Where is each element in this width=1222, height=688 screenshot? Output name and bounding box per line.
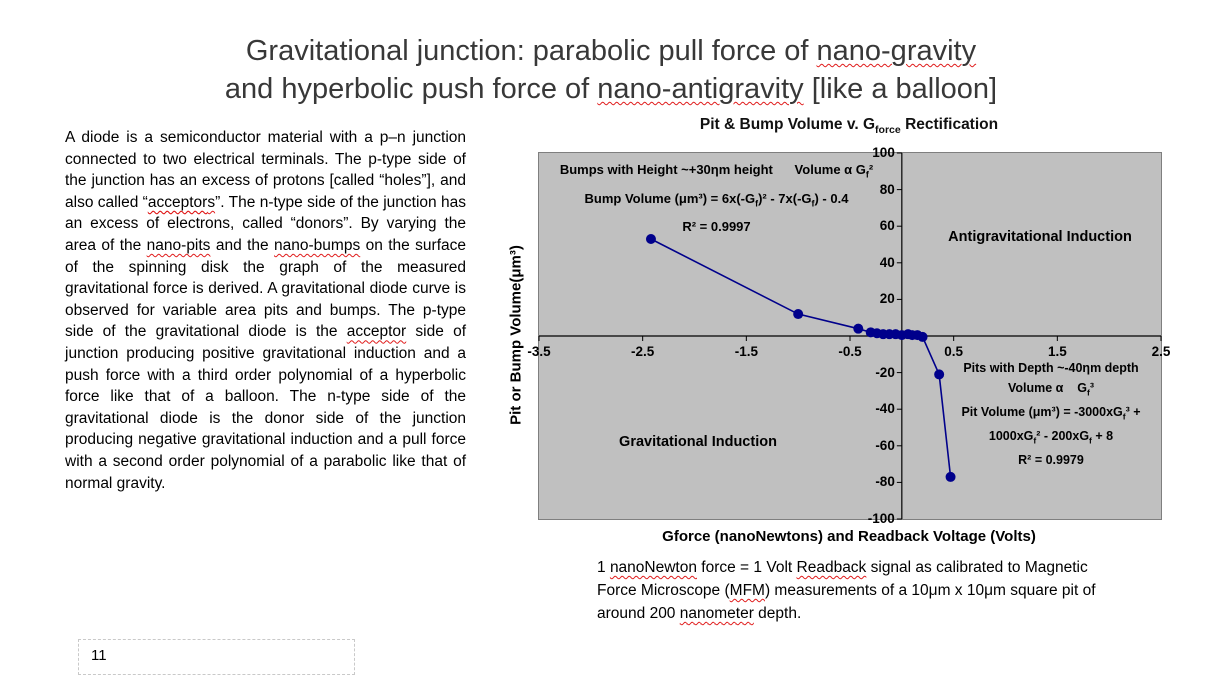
antigravitational-induction-label: Antigravitational Induction [948, 229, 1132, 245]
y-tick-label: 20 [879, 291, 895, 307]
gravitational-induction-label: Gravitational Induction [619, 434, 777, 450]
bumps-annotation-line: Bump Volume (μm³) = 6x(-Gf)² - 7x(-Gf) -… [584, 190, 849, 209]
page-number-box: 11 [78, 639, 355, 675]
pits-annotation-line: Volume α Gf³ [1007, 380, 1094, 398]
plot-area: Bumps with Height ~+30ηm height Volume α… [527, 145, 1170, 526]
y-tick-label: -80 [875, 474, 895, 490]
data-point [917, 331, 928, 342]
x-tick-label: -0.5 [838, 344, 862, 359]
bumps-annotation-line: Bumps with Height ~+30ηm height Volume α… [559, 162, 874, 180]
data-point [945, 471, 956, 482]
x-tick-label: 2.5 [1151, 344, 1171, 359]
y-tick-label: 60 [879, 218, 895, 234]
page-number: 11 [91, 647, 107, 664]
x-tick-label: 0.5 [944, 344, 964, 359]
pits-annotation-line: 1000xGf² - 200xGf + 8 [988, 428, 1114, 446]
title-line-1: Gravitational junction: parabolic pull f… [245, 35, 977, 67]
pits-annotation-line: R² = 0.9979 [1018, 452, 1084, 467]
y-tick-label: 40 [879, 254, 895, 270]
x-axis-title: Gforce (nanoNewtons) and Readback Voltag… [662, 528, 1036, 545]
data-point [853, 323, 864, 334]
bumps-annotation: Bumps with Height ~+30ηm height Volume α… [539, 158, 894, 238]
y-tick-label: 80 [879, 181, 895, 197]
x-tick-label: -2.5 [631, 344, 655, 359]
data-series-line [650, 238, 952, 477]
y-tick-label: -20 [875, 364, 895, 380]
x-tick-label: -1.5 [734, 344, 758, 359]
pits-annotation-line: Pit Volume (μm³) = -3000xGf³ + [961, 404, 1141, 422]
y-axis-title: Pit or Bump Volume(μm³) [507, 245, 525, 425]
pits-annotation-line: Pits with Depth ~-40ηm depth [963, 361, 1139, 375]
chart-title: Pit & Bump Volume v. Gforce Rectificatio… [699, 116, 999, 137]
x-tick-label: 1.5 [1047, 344, 1067, 359]
title-line-2: and hyperbolic push force of nano-antigr… [224, 73, 998, 105]
x-tick-label: -3.5 [527, 344, 551, 359]
data-point [645, 234, 656, 245]
chart-caption: 1 nanoNewton force = 1 Volt Readback sig… [597, 559, 1096, 622]
data-point [934, 369, 945, 380]
y-tick-label: -40 [875, 401, 895, 417]
chart: Pit & Bump Volume v. Gforce Rectificatio… [490, 110, 1182, 560]
data-point [793, 309, 804, 320]
pits-annotation: Pits with Depth ~-40ηm depth Volume α Gf… [937, 359, 1165, 470]
y-tick-label: 100 [872, 145, 895, 160]
slide-title: Gravitational junction: parabolic pull f… [0, 32, 1222, 108]
y-tick-label: -60 [875, 437, 895, 453]
body-paragraph: A diode is a semiconductor material with… [65, 129, 466, 492]
y-tick-label: -100 [867, 511, 895, 526]
bumps-annotation-line: R² = 0.9997 [682, 219, 751, 235]
chart-canvas [538, 152, 1162, 520]
